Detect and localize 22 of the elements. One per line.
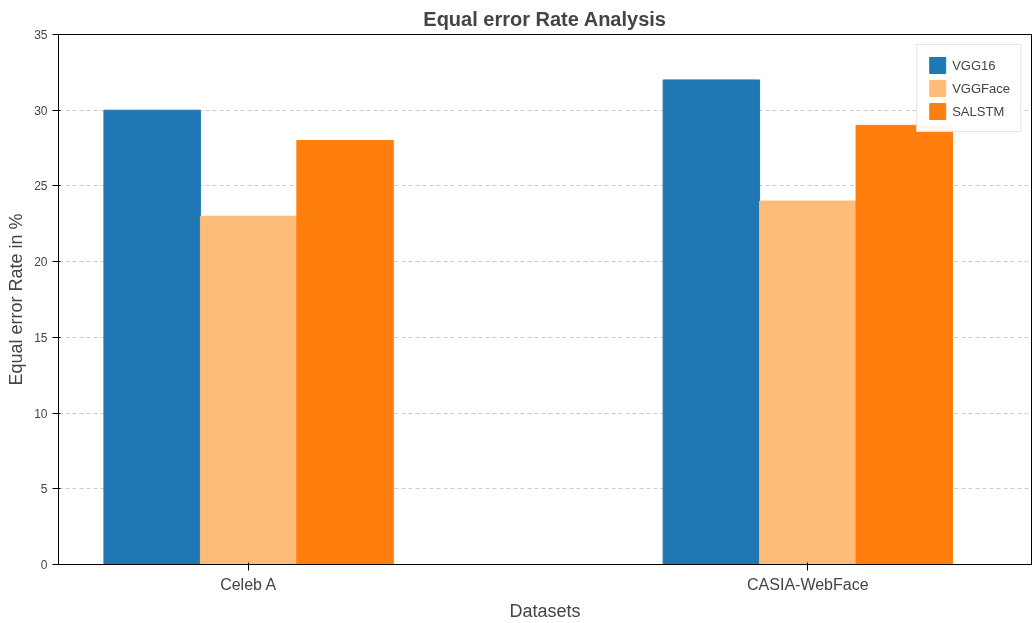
y-tick-label: 15	[34, 330, 48, 345]
bar	[199, 215, 298, 565]
bar	[662, 79, 761, 565]
chart-title: Equal error Rate Analysis	[423, 7, 666, 30]
y-tick-label: 30	[34, 103, 48, 118]
legend-label: VGGFace	[952, 80, 1010, 96]
x-tick-label: CASIA-WebFace	[747, 575, 869, 593]
y-tick-label: 20	[34, 255, 48, 270]
y-tick-label: 10	[34, 406, 48, 421]
bar	[296, 140, 394, 565]
y-tick-label: 0	[40, 558, 48, 572]
y-tick-label: 25	[34, 179, 48, 194]
bar	[103, 109, 201, 565]
x-axis-title: Datasets	[509, 600, 581, 621]
y-tick-label: 35	[34, 28, 48, 42]
x-tick-label: Celeb A	[220, 575, 277, 593]
legend-label: VGG16	[952, 57, 996, 73]
bar	[855, 124, 954, 565]
y-tick-label: 5	[40, 482, 48, 497]
y-axis-title: Equal error Rate in %	[6, 213, 27, 386]
bar	[759, 200, 857, 565]
legend-label: SALSTM	[952, 103, 1005, 119]
